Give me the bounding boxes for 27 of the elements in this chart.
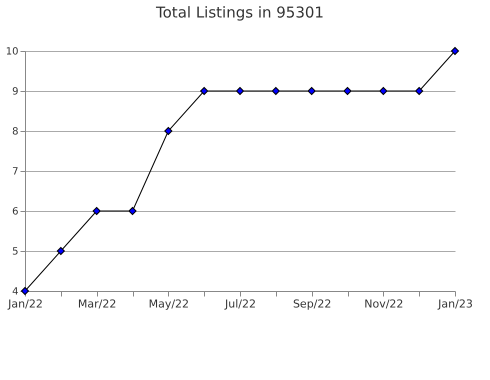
x-tick-label: Jan/23 — [437, 298, 473, 310]
y-tick-label: 6 — [12, 206, 18, 218]
x-tick-label: Sep/22 — [292, 298, 332, 310]
point — [128, 206, 137, 216]
point — [164, 126, 172, 136]
point — [450, 46, 460, 56]
point — [308, 86, 316, 96]
point — [92, 206, 101, 216]
point — [272, 86, 280, 96]
y-tick-label: 9 — [12, 86, 18, 98]
point — [236, 86, 244, 96]
point — [56, 246, 65, 256]
point — [200, 86, 208, 96]
x-tick-label: Jan/22 — [7, 298, 43, 310]
x-tick-label: May/22 — [148, 298, 190, 310]
point — [415, 86, 424, 96]
x-tick-label: Nov/22 — [364, 298, 404, 310]
point — [379, 86, 388, 96]
y-tick-label: 7 — [12, 166, 18, 178]
chart-title: Total Listings in 95301 — [155, 3, 324, 22]
x-tick-label: Mar/22 — [78, 298, 116, 310]
y-tick-label: 10 — [6, 46, 18, 58]
y-tick-label: 5 — [12, 246, 18, 258]
point — [343, 86, 352, 96]
x-tick-label: Jul/22 — [224, 298, 256, 310]
y-tick-label: 8 — [12, 126, 18, 138]
y-tick-label: 4 — [12, 286, 18, 298]
